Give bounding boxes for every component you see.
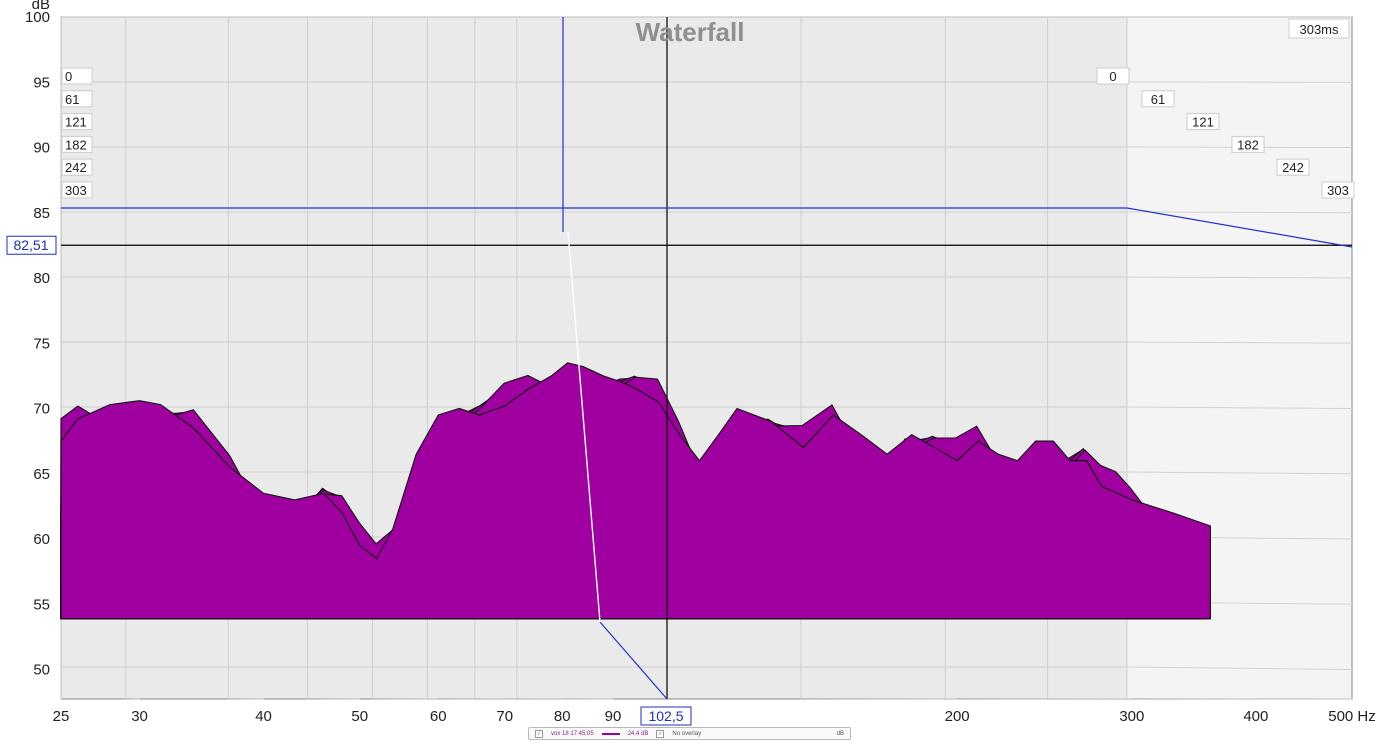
delay-label-left: 0 (65, 69, 72, 84)
delay-label-right: 182 (1237, 137, 1259, 152)
y-tick-label: 75 (33, 335, 50, 352)
delay-label-left: 242 (65, 160, 87, 175)
legend-color-swatch (602, 733, 620, 735)
x-tick-label: 25 (53, 708, 70, 725)
y-tick-label: 65 (33, 466, 50, 483)
y-tick-label: 60 (33, 531, 50, 548)
cursor-y-label: 82,51 (13, 237, 48, 253)
x-tick-label: 200 (945, 708, 970, 725)
delay-label-left: 303 (65, 183, 87, 198)
delay-label-right: 121 (1192, 115, 1214, 130)
legend-measurement-name: vox 18 17:45:05 (551, 731, 594, 737)
chart-title: Waterfall (636, 17, 745, 47)
grid-floor (801, 699, 957, 700)
grid-floor (1127, 699, 1352, 700)
legend-unit: dB (837, 731, 844, 737)
x-tick-label: 50 (351, 708, 368, 725)
x-tick-label: 70 (496, 708, 513, 725)
grid-floor (228, 699, 263, 700)
grid-floor (517, 699, 613, 700)
legend-overlay-checkbox[interactable]: ✓ (656, 730, 664, 738)
legend-bar[interactable]: ✓ vox 18 17:45:05 24,4 dB ✓ No overlay d… (528, 727, 851, 740)
legend-overlay-label: No overlay (672, 731, 701, 737)
y-tick-label: 50 (33, 662, 50, 679)
grid-floor (126, 699, 140, 700)
delay-label-right: 61 (1151, 92, 1165, 107)
x-tick-label: 60 (430, 708, 447, 725)
x-tick-label: 90 (605, 708, 622, 725)
y-axis-label: dB (32, 0, 50, 13)
delay-label-left: 182 (65, 137, 87, 152)
x-tick-label: 400 (1243, 708, 1268, 725)
time-top-label: 303ms (1299, 22, 1339, 37)
delay-label-right: 0 (1109, 69, 1116, 84)
y-tick-label: 95 (33, 74, 50, 91)
x-tick-label: 40 (255, 708, 272, 725)
delay-label-left: 61 (65, 92, 79, 107)
y-tick-label: 55 (33, 596, 50, 613)
y-tick-label: 85 (33, 205, 50, 222)
x-tick-label: 500 Hz (1328, 708, 1376, 725)
delay-label-right: 303 (1327, 183, 1349, 198)
x-tick-label: 80 (554, 708, 571, 725)
cursor-x-label: 102,5 (648, 708, 683, 724)
legend-smoothing-value: 24,4 dB (628, 731, 649, 737)
x-tick-label: 30 (131, 708, 148, 725)
delay-label-right: 242 (1282, 160, 1304, 175)
y-tick-label: 90 (33, 140, 50, 157)
y-tick-label: 70 (33, 401, 50, 418)
y-tick-label: 80 (33, 270, 50, 287)
grid-floor (308, 699, 360, 700)
x-tick-label: 300 (1119, 708, 1144, 725)
delay-label-left: 121 (65, 115, 87, 130)
legend-checkbox[interactable]: ✓ (535, 730, 543, 738)
